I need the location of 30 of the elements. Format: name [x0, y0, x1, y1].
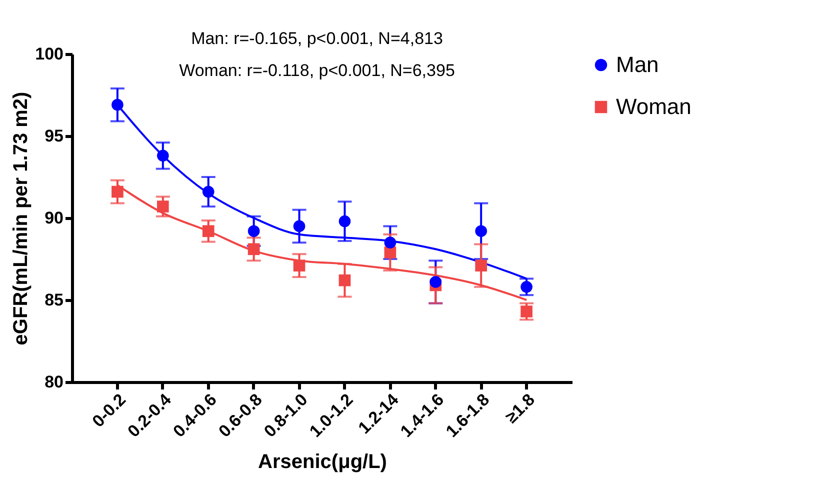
text: Man: r=-0.165, p<0.001, N=4,813: [191, 29, 443, 48]
point: [248, 225, 260, 238]
x-axis-title: Arsenic(μg/L): [258, 451, 387, 474]
y-tick-label: 90: [44, 208, 64, 228]
point: [520, 280, 532, 293]
point: [338, 215, 351, 228]
point: [156, 200, 169, 212]
point: [112, 186, 124, 198]
point: [293, 260, 306, 272]
y-tick-label: 85: [44, 290, 64, 310]
point: [293, 220, 306, 232]
legend-label: Woman: [616, 94, 692, 119]
point: [338, 274, 351, 286]
point: [475, 260, 488, 272]
y-axis-title: eGFR(mL/min per 1.73 m2): [10, 92, 32, 346]
point: [202, 225, 214, 238]
point: [202, 186, 214, 198]
point: [156, 150, 169, 162]
point: [520, 306, 532, 318]
y-tick-label: 100: [35, 44, 64, 64]
y-tick-label: 95: [44, 126, 64, 146]
legend-label: Man: [616, 52, 659, 77]
point: [430, 276, 442, 288]
point: [248, 243, 260, 256]
annotation: Woman: r=-0.118, p<0.001, N=6,395: [179, 61, 455, 80]
point: [475, 225, 488, 238]
point: [384, 236, 396, 249]
y-tick-label: 80: [44, 372, 64, 392]
point: [112, 98, 124, 111]
point: [384, 246, 396, 258]
